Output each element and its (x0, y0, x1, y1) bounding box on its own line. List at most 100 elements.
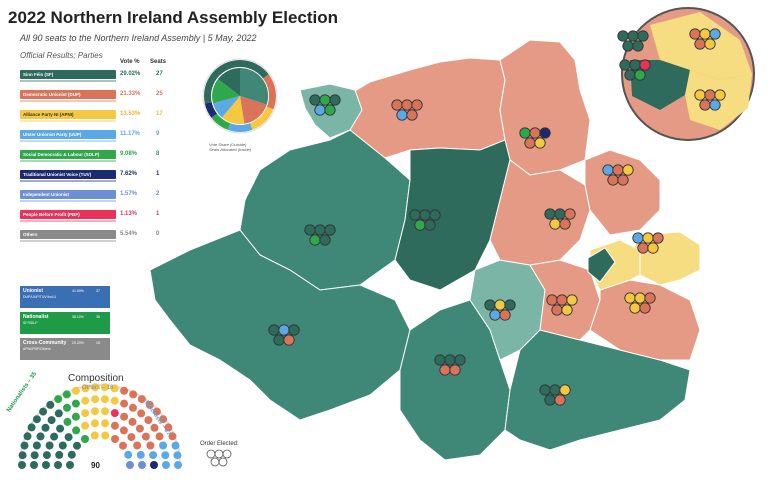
seat-marker (424, 219, 436, 231)
region-north-antrim[interactable] (499, 39, 591, 176)
party-seats: 1 (156, 171, 160, 177)
party-name: Ulster Unionist Party (UUP) (23, 132, 82, 137)
pie-caption: Vote Share (Outside) Seats Allocated (In… (209, 142, 252, 152)
party-row: Independent Unionist 1.57% 2 (20, 190, 178, 202)
legend-heading: Official Results; Parties (20, 51, 103, 60)
hemicycle-seat (120, 412, 129, 421)
hemicycle-seat (32, 415, 41, 424)
seat-marker (634, 292, 646, 304)
hemicycle-seat (90, 431, 99, 440)
party-row: Traditional Unionist Voice (TUV) 7.62% 1 (20, 170, 178, 182)
hemicycle-seats (18, 383, 182, 469)
hemicycle-seat (73, 441, 81, 450)
order-elected-key (206, 449, 232, 467)
seat-marker (699, 99, 711, 111)
seat-marker (444, 354, 456, 366)
hemicycle-seat (23, 432, 32, 441)
party-subbar (20, 160, 116, 162)
party-vote: 7.62% (120, 171, 138, 177)
hemicycle-seat (164, 423, 173, 432)
hemicycle-seat (30, 451, 39, 460)
seat-marker (411, 99, 423, 111)
hemicycle-seat (41, 423, 50, 432)
bloc-vote: 20.20% (72, 341, 84, 345)
seat-cluster (391, 99, 423, 121)
hemicycle-seat (18, 461, 26, 469)
hemicycle-seat (100, 395, 109, 404)
seat-marker (629, 302, 641, 314)
hemicycle-seat (101, 407, 109, 416)
seat-marker (709, 99, 721, 111)
party-name: Alliance Party NI (APNI) (23, 112, 74, 117)
hemicycle-seat (71, 386, 80, 395)
hemicycle-seat (159, 415, 168, 424)
hemicycle-seat (66, 461, 74, 469)
region-strangford[interactable] (589, 279, 701, 361)
seat-marker (324, 224, 336, 236)
seat-marker (622, 40, 634, 52)
party-vote: 1.13% (120, 211, 138, 217)
seat-marker (624, 69, 636, 81)
seat-marker (559, 218, 571, 230)
hemicycle-seat (91, 383, 100, 392)
party-subbar (20, 140, 116, 142)
region-mid-ulster[interactable] (394, 139, 511, 291)
vote-share-pie (202, 58, 278, 134)
seat-marker (324, 104, 336, 116)
seat-marker (612, 164, 624, 176)
hemicycle-seat (81, 435, 89, 443)
seat-marker (499, 309, 511, 321)
party-bar: Alliance Party NI (APNI) (20, 110, 116, 119)
hemicycle-seat (126, 461, 134, 469)
seat-marker (709, 28, 721, 40)
seat-marker (489, 309, 501, 321)
party-seats: 0 (156, 231, 160, 237)
region-belfast-west[interactable] (587, 247, 616, 283)
pie-inner-rest (218, 68, 240, 96)
region-fermanagh-south-tyrone[interactable] (149, 229, 411, 421)
party-bar: Democratic Unionist (DUP) (20, 90, 116, 99)
seat-cluster (694, 89, 726, 111)
party-bar: People Before Profit (PBP) (20, 210, 116, 219)
seat-marker (652, 232, 664, 244)
seat-marker (309, 234, 321, 246)
region-south-antrim[interactable] (489, 159, 591, 266)
legend-col-vote: Vote % (120, 59, 140, 65)
hemicycle-seat (71, 399, 80, 408)
hemicycle-seat (91, 407, 99, 416)
page-subtitle: All 90 seats to the Northern Ireland Ass… (20, 33, 257, 43)
seat-marker (627, 30, 639, 42)
seat-marker (278, 324, 290, 336)
party-subbar (20, 180, 116, 182)
hemicycle-seat (30, 461, 38, 469)
seat-marker (622, 164, 634, 176)
hemicycle-seat (152, 407, 161, 416)
seat-marker (484, 299, 496, 311)
party-seats: 1 (156, 211, 160, 217)
party-row: Social Democratic & Labour (SDLP) 9.08% 8 (20, 150, 178, 162)
hemicycle-seat (42, 451, 51, 460)
party-subbar (20, 220, 116, 222)
hemicycle-seat (110, 421, 119, 430)
hemicycle-seat (63, 403, 71, 412)
hemicycle-seat (145, 400, 154, 409)
party-name: Traditional Unionist Voice (TUV) (23, 172, 92, 177)
region-south-down[interactable] (504, 329, 691, 451)
party-bar: Ulster Unionist Party (UUP) (20, 130, 116, 139)
party-name: Democratic Unionist (DUP) (23, 92, 81, 97)
hemicycle-seat (72, 426, 81, 435)
seat-marker (273, 334, 285, 346)
composition-total: 90 (91, 461, 100, 470)
seat-cluster (602, 164, 634, 186)
seat-marker (391, 99, 403, 111)
bloc-name: Nationalist (23, 314, 49, 320)
seat-marker (714, 89, 726, 101)
hemicycle-seat (50, 432, 59, 441)
party-row: Ulster Unionist Party (UUP) 11.17% 9 (20, 130, 178, 142)
party-vote: 1.57% (120, 191, 138, 197)
hemicycle-seat (128, 417, 137, 426)
party-row: Sinn Féin (SF) 29.02% 27 (20, 70, 178, 82)
seat-marker (607, 174, 619, 186)
party-subbar (20, 80, 116, 82)
